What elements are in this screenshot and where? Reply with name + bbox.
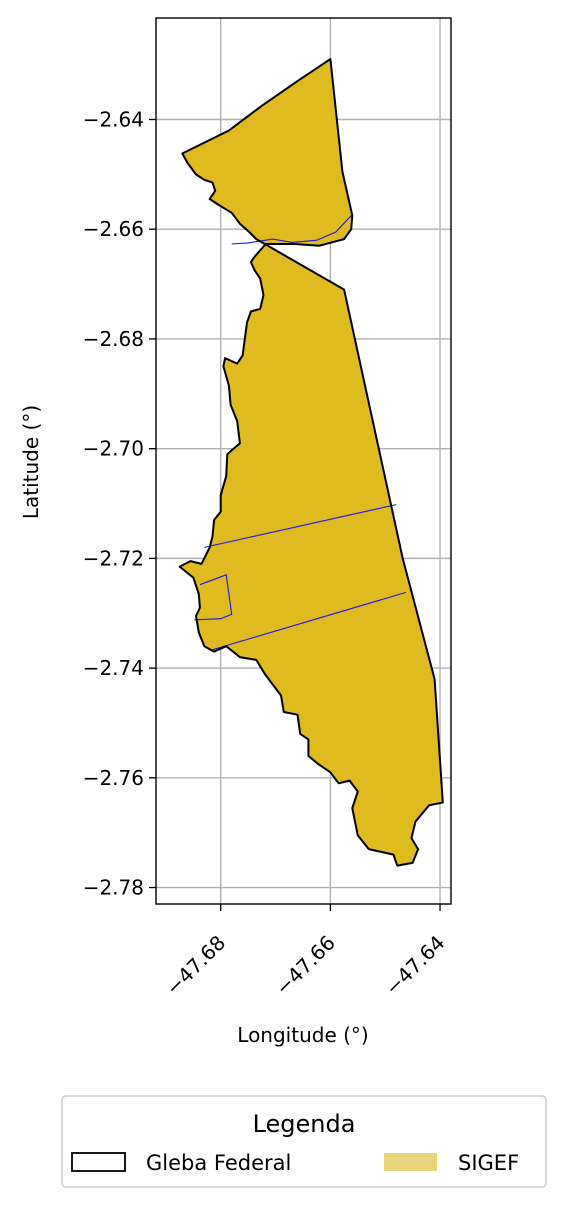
- y-tick-label-5: −2.74: [83, 656, 144, 680]
- y-tick-label-6: −2.76: [83, 766, 144, 790]
- y-tick-label-4: −2.72: [83, 546, 144, 570]
- legend-title: Legenda: [253, 1110, 356, 1138]
- y-tick-label-2: −2.68: [83, 327, 144, 351]
- y-axis-title: Latitude (°): [19, 405, 43, 519]
- legend-label-gleba-federal: Gleba Federal: [146, 1151, 291, 1175]
- x-tick-label-2: −47.64: [380, 931, 449, 1000]
- y-tick-label-1: −2.66: [83, 217, 144, 241]
- parcel-line-0: [231, 215, 352, 245]
- gleba-federal-outline: [178, 58, 444, 867]
- legend-label-sigef: SIGEF: [458, 1151, 519, 1175]
- legend-swatch-gleba-federal: [71, 1152, 126, 1172]
- parcel-line-3: [194, 574, 233, 621]
- sigef-area: [179, 59, 443, 866]
- y-tick-label-3: −2.70: [83, 437, 144, 461]
- legend: Legenda Gleba Federal SIGEF: [61, 1095, 547, 1188]
- legend-swatch-sigef: [384, 1153, 437, 1171]
- plot-frame: [155, 17, 452, 905]
- y-tick-label-0: −2.64: [83, 107, 144, 131]
- y-tick-label-7: −2.78: [83, 876, 144, 900]
- x-tick-label-0: −47.68: [161, 931, 230, 1000]
- parcel-line-1: [204, 504, 397, 548]
- map-features: [178, 58, 444, 867]
- x-axis-title: Longitude (°): [237, 1023, 368, 1047]
- parcel-line-2: [209, 591, 407, 652]
- x-tick-label-1: −47.66: [271, 931, 340, 1000]
